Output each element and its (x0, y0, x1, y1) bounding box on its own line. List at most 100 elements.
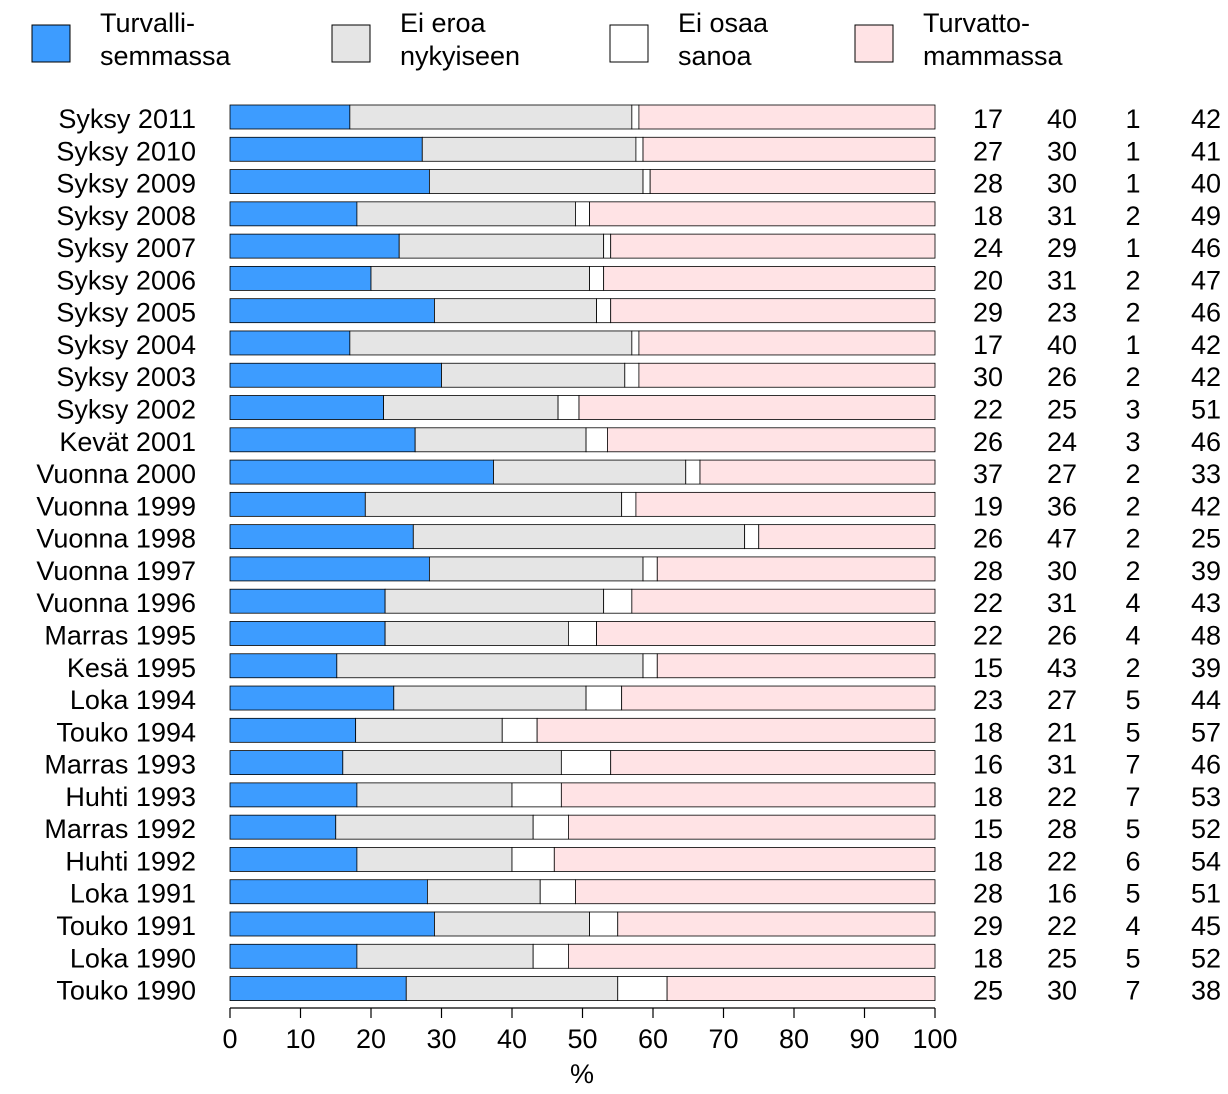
bar-segment (229, 588, 386, 614)
bar-segment (229, 782, 358, 808)
value-label: 22 (1047, 782, 1077, 812)
value-label: 2 (1125, 459, 1140, 489)
value-label: 18 (973, 201, 1003, 231)
value-label: 5 (1125, 685, 1140, 715)
legend-label: semmassa (100, 41, 232, 71)
value-label: 29 (1047, 233, 1077, 263)
bar-segment (575, 201, 590, 227)
bar-segment (610, 233, 936, 259)
category-label: Touko 1991 (56, 911, 196, 941)
bar-segment (685, 459, 701, 485)
category-label: Syksy 2006 (56, 265, 196, 295)
bar-segment (342, 750, 562, 775)
bar-segment (229, 685, 395, 711)
value-label: 1 (1125, 330, 1140, 360)
bar-segment (656, 653, 936, 679)
bar-segment (356, 847, 513, 872)
tick-label: 50 (567, 1024, 597, 1054)
bar-segment (229, 621, 386, 646)
bar-segment (666, 976, 936, 1001)
tick-label: 70 (708, 1024, 738, 1054)
legend-label: Turvalli- (100, 8, 195, 38)
value-label: 28 (1047, 814, 1077, 844)
bar-segment (229, 265, 372, 291)
value-label: 18 (973, 782, 1003, 812)
bar-segment (649, 169, 936, 194)
bar-segment (603, 233, 612, 259)
value-label: 40 (1047, 104, 1077, 134)
bar-segment (568, 814, 936, 840)
bar-segment (589, 911, 619, 937)
value-label: 43 (1191, 588, 1221, 618)
value-label: 3 (1125, 427, 1140, 457)
bar-segment (229, 556, 430, 582)
bar-segment (229, 879, 428, 905)
value-label: 46 (1191, 750, 1221, 780)
bar-segment (229, 298, 435, 324)
bar-segment (356, 201, 576, 227)
value-label: 42 (1191, 491, 1221, 521)
bar-segment (335, 814, 534, 840)
bar-segment (355, 717, 503, 743)
bar-segment (229, 330, 351, 356)
legend-swatch (854, 24, 894, 63)
bar-segment (607, 427, 936, 453)
bar-segment (603, 265, 936, 291)
legend-swatch (609, 24, 649, 63)
value-label: 18 (973, 717, 1003, 747)
tick-label: 90 (849, 1024, 879, 1054)
category-label: Touko 1990 (56, 976, 196, 1006)
category-label: Syksy 2004 (56, 330, 196, 360)
value-label: 37 (973, 459, 1003, 489)
category-label: Syksy 2008 (56, 201, 196, 231)
value-label: 4 (1125, 620, 1140, 650)
value-label: 26 (1047, 362, 1077, 392)
value-label: 28 (973, 879, 1003, 909)
category-label: Loka 1994 (70, 685, 196, 715)
value-label: 5 (1125, 879, 1140, 909)
value-label: 38 (1191, 976, 1221, 1006)
value-label: 1 (1125, 233, 1140, 263)
bar-segment (356, 943, 534, 969)
bar-segment (553, 847, 936, 872)
value-label: 31 (1047, 588, 1077, 618)
category-label: Loka 1990 (70, 943, 196, 973)
bar-segment (398, 233, 605, 259)
bar-segment (744, 524, 760, 550)
value-label: 52 (1191, 814, 1221, 844)
bar-segment (568, 943, 936, 969)
bar-segment (631, 330, 640, 356)
value-label: 7 (1125, 750, 1140, 780)
bar-segment (384, 621, 569, 646)
bar-segment (596, 298, 612, 324)
value-label: 7 (1125, 782, 1140, 812)
category-label: Syksy 2007 (56, 233, 196, 263)
bar-segment (585, 427, 608, 453)
bar-segment (384, 588, 605, 614)
value-label: 3 (1125, 395, 1140, 425)
bar-segment (229, 524, 414, 550)
value-label: 31 (1047, 201, 1077, 231)
category-label: Syksy 2011 (58, 104, 196, 134)
bar-segment (635, 491, 936, 517)
value-label: 5 (1125, 717, 1140, 747)
bar-segment (578, 395, 936, 420)
bar-segment (229, 395, 384, 420)
value-label: 4 (1125, 588, 1140, 618)
bar-segment (412, 524, 746, 550)
tick-label: 0 (222, 1024, 237, 1054)
bar-segment (511, 847, 555, 872)
value-label: 49 (1191, 201, 1221, 231)
category-label: Touko 1994 (56, 717, 196, 747)
category-label: Marras 1993 (44, 750, 196, 780)
category-label: Kesä 1995 (67, 653, 196, 683)
bar-segment (229, 750, 344, 775)
tick-label: 30 (426, 1024, 456, 1054)
value-label: 48 (1191, 620, 1221, 650)
x-axis: 0 10 20 30 40 50 60 70 80 90 100 (222, 1007, 958, 1054)
legend-swatch (331, 24, 371, 63)
category-label: Vuonna 1998 (36, 524, 196, 554)
value-label: 31 (1047, 265, 1077, 295)
bar-segment (621, 685, 936, 711)
